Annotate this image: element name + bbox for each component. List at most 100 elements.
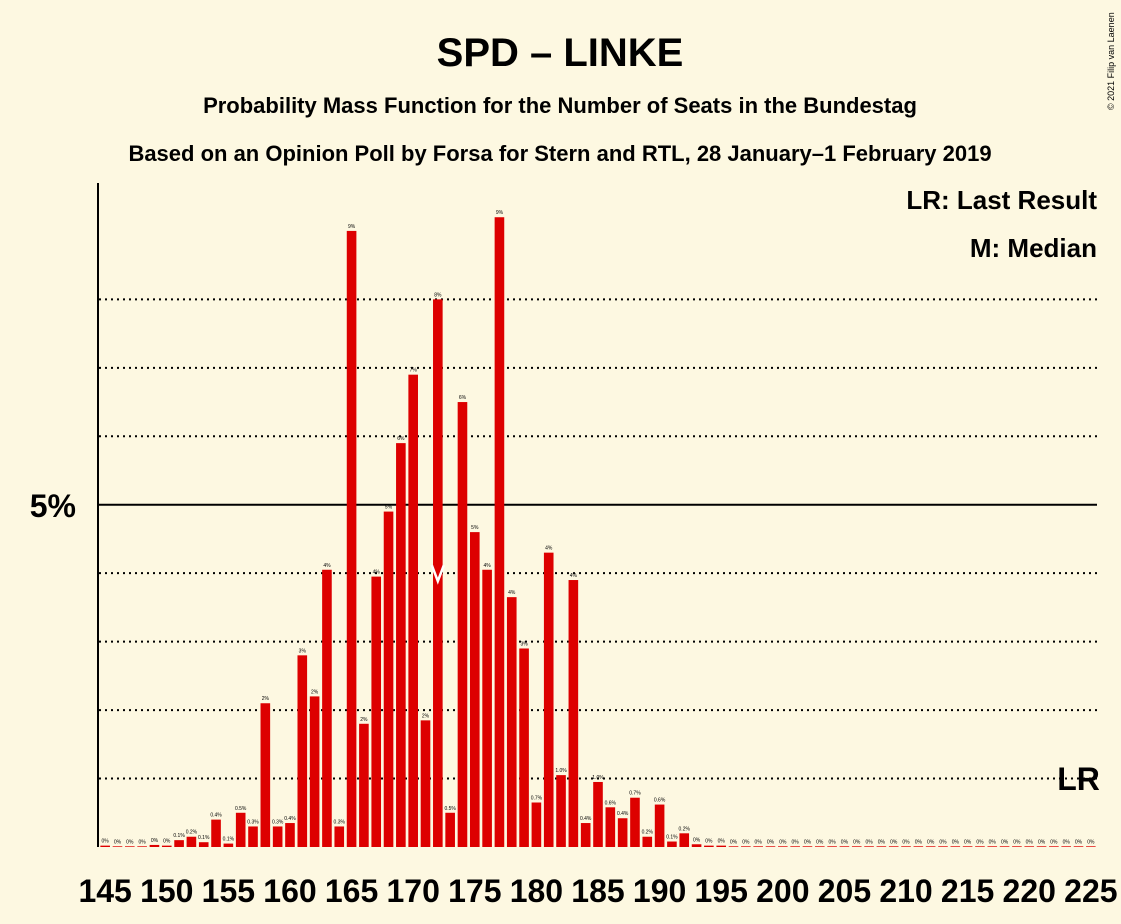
bar-label-seat-149: 0% <box>151 838 159 844</box>
bar-label-seat-152: 0.2% <box>186 830 198 836</box>
x-tick-190: 190 <box>633 873 686 909</box>
bar-label-seat-186: 0.6% <box>605 800 617 806</box>
x-tick-225: 225 <box>1064 873 1117 909</box>
bar-seat-150 <box>161 845 172 847</box>
bar-label-seat-173: 0.5% <box>444 806 456 812</box>
bar-label-seat-165: 9% <box>348 224 356 230</box>
median-marker <box>430 564 445 585</box>
bar-label-seat-160: 0.4% <box>284 816 296 822</box>
bar-label-seat-210: 0% <box>902 839 910 845</box>
bar-seat-167 <box>371 576 382 847</box>
bar-label-seat-185: 1.0% <box>592 775 604 781</box>
bar-seat-181 <box>543 552 554 847</box>
bar-seat-184 <box>580 823 591 847</box>
x-tick-180: 180 <box>510 873 563 909</box>
bar-seat-171 <box>420 720 431 847</box>
bar-label-seat-146: 0% <box>114 839 122 845</box>
bar-label-seat-208: 0% <box>878 839 886 845</box>
bar-seat-220 <box>1024 846 1035 847</box>
gridlines <box>99 298 1097 780</box>
bar-label-seat-167: 4% <box>373 570 381 576</box>
bar-label-seat-154: 0.4% <box>210 813 222 819</box>
bar-label-seat-222: 0% <box>1050 839 1058 845</box>
bar-seat-160 <box>285 823 295 847</box>
bar-label-seat-180: 0.7% <box>531 796 543 802</box>
bar-seat-148 <box>137 846 147 847</box>
bar-label-seat-193: 0% <box>693 837 701 843</box>
bar-label-seat-217: 0% <box>989 839 997 845</box>
bar-label-seat-163: 4% <box>323 563 331 569</box>
x-tick-170: 170 <box>386 873 439 909</box>
bar-label-seat-202: 0% <box>804 839 812 845</box>
bar-seat-152 <box>186 836 197 847</box>
copyright-note: © 2021 Filip van Laenen <box>1106 12 1116 110</box>
bar-label-seat-177: 9% <box>496 210 504 216</box>
bar-seat-153 <box>198 842 209 847</box>
bar-label-seat-215: 0% <box>964 839 972 845</box>
bar-seat-198 <box>753 846 763 847</box>
bar-label-seat-159: 0.3% <box>272 819 284 825</box>
bar-seat-166 <box>359 723 369 847</box>
x-tick-145: 145 <box>78 873 131 909</box>
bar-seat-169 <box>396 443 406 847</box>
x-tick-205: 205 <box>818 873 871 909</box>
bar-label-seat-176: 4% <box>483 563 491 569</box>
bar-seat-201 <box>790 846 800 847</box>
bar-seat-147 <box>124 846 135 847</box>
x-tick-155: 155 <box>202 873 255 909</box>
bar-label-seat-212: 0% <box>927 839 935 845</box>
bar-label-seat-168: 5% <box>385 505 393 511</box>
bar-seat-145 <box>100 845 110 847</box>
bar-seat-188 <box>630 797 640 847</box>
bar-seat-199 <box>765 846 776 847</box>
bar-label-seat-194: 0% <box>705 839 713 845</box>
bar-seat-149 <box>149 844 160 847</box>
bar-seat-177 <box>494 217 505 847</box>
bar-label-seat-203: 0% <box>816 839 824 845</box>
bar-label-seat-218: 0% <box>1001 839 1009 845</box>
bar-label-seat-153: 0.1% <box>198 835 210 841</box>
bar-label-seat-201: 0% <box>792 839 800 845</box>
x-tick-215: 215 <box>941 873 994 909</box>
x-tick-200: 200 <box>756 873 809 909</box>
bar-seat-180 <box>531 802 542 847</box>
bar-seat-154 <box>211 819 221 847</box>
x-tick-160: 160 <box>263 873 316 909</box>
bar-seat-202 <box>802 846 813 847</box>
bar-label-seat-220: 0% <box>1026 839 1034 845</box>
bar-label-seat-156: 0.5% <box>235 806 247 812</box>
bar-label-seat-157: 0.3% <box>247 819 259 825</box>
x-tick-195: 195 <box>695 873 748 909</box>
bar-label-seat-148: 0% <box>139 839 147 845</box>
bar-seat-197 <box>741 846 751 847</box>
x-tick-175: 175 <box>448 873 501 909</box>
bar-label-seat-214: 0% <box>952 839 960 845</box>
bar-seat-182 <box>556 775 566 847</box>
bar-seat-204 <box>827 846 837 847</box>
x-tick-220: 220 <box>1003 873 1056 909</box>
chart-subtitle: Probability Mass Function for the Number… <box>203 93 917 118</box>
bar-label-seat-204: 0% <box>828 839 836 845</box>
bar-label-seat-190: 0.6% <box>654 798 666 804</box>
bar-label-seat-179: 3% <box>520 641 528 647</box>
bar-seat-207 <box>864 846 874 847</box>
bar-label-seat-219: 0% <box>1013 839 1021 845</box>
bar-label-seat-206: 0% <box>853 839 861 845</box>
bar-seat-146 <box>112 846 123 847</box>
bar-seat-217 <box>987 846 998 847</box>
bar-seat-173 <box>445 812 455 847</box>
bar-seat-212 <box>925 846 936 847</box>
bar-label-seat-145: 0% <box>102 839 110 845</box>
bar-seat-194 <box>704 845 714 847</box>
bar-label-seat-166: 2% <box>360 717 368 723</box>
bar-seat-178 <box>506 597 517 847</box>
bar-seat-165 <box>346 230 357 847</box>
bar-seat-174 <box>457 402 468 847</box>
bar-seat-211 <box>913 846 924 847</box>
bar-label-seat-161: 3% <box>299 648 307 654</box>
bar-seat-156 <box>235 812 246 847</box>
bar-seat-179 <box>519 648 529 847</box>
x-tick-165: 165 <box>325 873 378 909</box>
bar-label-seat-223: 0% <box>1063 839 1071 845</box>
bar-seat-168 <box>383 511 394 847</box>
